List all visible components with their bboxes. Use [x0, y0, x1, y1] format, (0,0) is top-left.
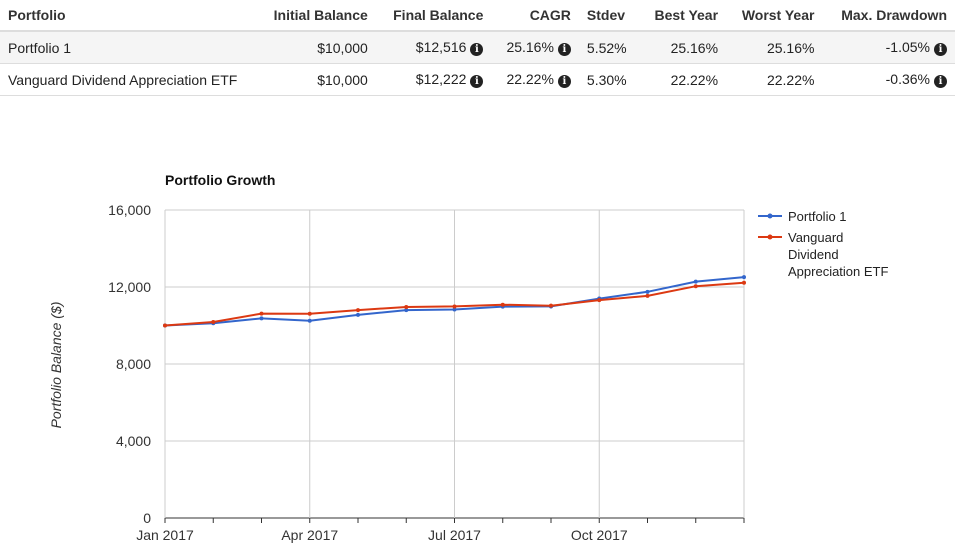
chart-grid [164, 209, 745, 519]
y-axis-label: Portfolio Balance ($) [48, 302, 64, 429]
table-row: Vanguard Dividend Appreciation ETF $10,0… [0, 63, 955, 96]
data-point [356, 308, 360, 313]
y-tick-label: 0 [143, 510, 151, 526]
y-tick-label: 12,000 [108, 279, 151, 295]
header-best-year[interactable]: Best Year [639, 0, 727, 32]
portfolio-summary-table: Portfolio Initial Balance Final Balance … [0, 0, 955, 96]
max-drawdown: -1.05% [885, 39, 930, 55]
final-balance: $12,516 [415, 39, 467, 55]
info-icon[interactable]: i [934, 43, 947, 56]
data-point [742, 275, 746, 280]
portfolio-name: Portfolio 1 [0, 31, 256, 64]
y-tick-label: 4,000 [116, 433, 151, 449]
header-initial-balance[interactable]: Initial Balance [256, 0, 376, 32]
cagr: 25.16% [506, 39, 554, 55]
best-year: 25.16% [639, 31, 727, 64]
table-header-row: Portfolio Initial Balance Final Balance … [0, 0, 955, 32]
x-tick-label: Oct 2017 [571, 527, 628, 543]
max-drawdown-cell: -1.05% i [822, 31, 955, 64]
info-icon[interactable]: i [470, 43, 484, 56]
initial-balance: $10,000 [256, 63, 376, 96]
info-icon[interactable]: i [934, 75, 947, 88]
x-tick-label: Jan 2017 [136, 527, 194, 543]
data-point [645, 293, 650, 298]
chart-title: Portfolio Growth [165, 172, 275, 188]
portfolio-name: Vanguard Dividend Appreciation ETF [0, 63, 256, 96]
legend-swatch-dot [767, 234, 773, 240]
final-balance: $12,222 [415, 71, 467, 87]
info-icon[interactable]: i [557, 75, 571, 88]
cagr-cell: 25.16% i [491, 31, 579, 64]
data-point [211, 320, 216, 325]
table-row: Portfolio 1 $10,000 $12,516 i 25.16% i 5.5… [0, 31, 955, 64]
header-stdev[interactable]: Stdev [578, 0, 640, 32]
info-icon[interactable]: i [470, 75, 484, 88]
chart-series [163, 275, 746, 328]
data-point [500, 302, 505, 307]
max-drawdown-cell: -0.36% i [822, 63, 955, 96]
cagr-cell: 22.22% i [491, 63, 579, 96]
data-point [452, 304, 457, 309]
data-point [356, 312, 360, 317]
data-point [163, 323, 167, 328]
max-drawdown: -0.36% [885, 71, 930, 87]
x-tick-label: Apr 2017 [281, 527, 338, 543]
y-tick-label: 8,000 [116, 356, 151, 372]
cagr: 22.22% [506, 71, 554, 87]
data-point [404, 305, 409, 310]
legend-label: Vanguard [788, 230, 843, 245]
data-point [742, 280, 746, 285]
initial-balance: $10,000 [256, 31, 376, 64]
y-tick-label: 16,000 [108, 202, 151, 218]
legend-label: Appreciation ETF [788, 264, 888, 279]
chart-legend[interactable]: Portfolio 1 Vanguard Dividend Appreciation … [758, 209, 888, 279]
legend-swatch-dot [767, 213, 773, 219]
stdev: 5.30% [578, 63, 640, 96]
data-point [259, 311, 264, 316]
header-final-balance[interactable]: Final Balance [375, 0, 492, 32]
data-point [693, 279, 698, 284]
x-tick-label: Jul 2017 [428, 527, 481, 543]
data-point [549, 303, 553, 308]
data-point [597, 298, 602, 303]
data-point [404, 308, 409, 313]
header-worst-year[interactable]: Worst Year [726, 0, 823, 32]
chart-axes: 0 4,000 8,000 12,000 16,000 Jan 2017 Apr 2017 J… [108, 202, 745, 543]
final-balance-cell: $12,222 i [375, 63, 492, 96]
data-point [693, 284, 698, 289]
header-portfolio[interactable]: Portfolio [0, 0, 256, 32]
legend-label: Dividend [788, 247, 839, 262]
data-point [307, 318, 312, 323]
legend-label: Portfolio 1 [788, 209, 847, 224]
final-balance-cell: $12,516 i [375, 31, 492, 64]
data-point [307, 311, 312, 316]
stdev: 5.52% [578, 31, 640, 64]
data-point [645, 289, 650, 294]
data-point [452, 307, 457, 312]
info-icon[interactable]: i [557, 43, 571, 56]
header-cagr[interactable]: CAGR [491, 0, 579, 32]
worst-year: 22.22% [726, 63, 823, 96]
worst-year: 25.16% [726, 31, 823, 64]
best-year: 22.22% [639, 63, 727, 96]
header-max-drawdown[interactable]: Max. Drawdown [822, 0, 955, 32]
data-point [259, 316, 264, 321]
